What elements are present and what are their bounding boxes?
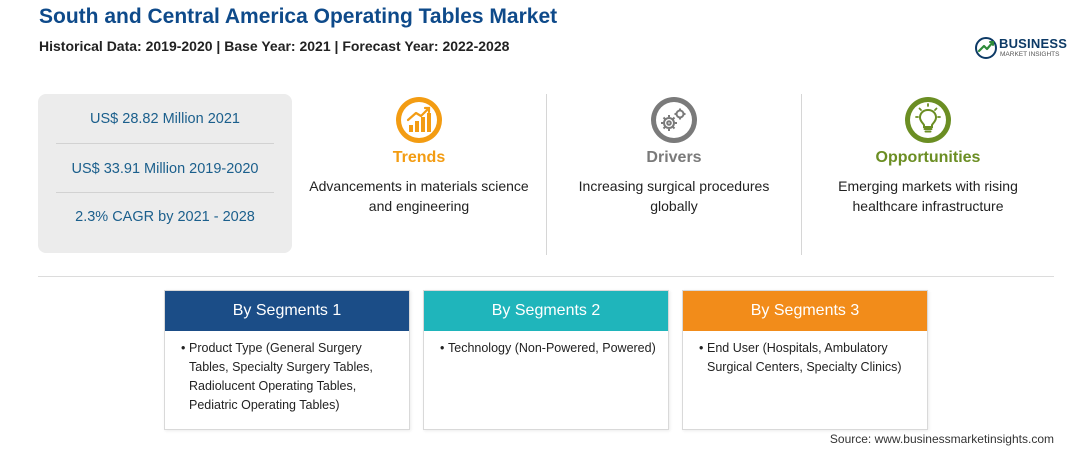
page-title: South and Central America Operating Tabl…	[39, 5, 558, 28]
bullet: •	[699, 341, 704, 355]
segment-3-text: End User (Hospitals, Ambulatory Surgical…	[707, 341, 902, 374]
bullet: •	[181, 341, 186, 355]
cagr-stat: 2.3% CAGR by 2021 - 2028	[75, 209, 255, 225]
globe-logo-icon	[975, 37, 997, 59]
segment-3-item: • End User (Hospitals, Ambulatory Surgic…	[697, 339, 921, 377]
gears-icon	[651, 97, 697, 143]
logo-tagline: MARKET INSIGHTS	[1000, 51, 1060, 58]
segment-card-3: By Segments 3 • End User (Hospitals, Amb…	[682, 290, 928, 430]
lightbulb-icon	[905, 97, 951, 143]
factor-divider	[546, 94, 547, 255]
trends-title: Trends	[392, 149, 446, 166]
stats-divider	[56, 143, 274, 144]
segment-3-header: By Segments 3	[683, 291, 927, 331]
trends-description: Advancements in materials science and en…	[309, 178, 529, 214]
segment-card-2: By Segments 2 • Technology (Non-Powered,…	[423, 290, 669, 430]
factor-divider	[801, 94, 802, 255]
opportunities-description: Emerging markets with rising healthcare …	[838, 178, 1018, 214]
drivers-factor: Drivers Increasing surgical procedures g…	[549, 95, 799, 216]
segment-1-header: By Segments 1	[165, 291, 409, 331]
section-divider	[38, 276, 1054, 277]
trends-factor: Trends Advancements in materials science…	[294, 95, 544, 216]
source-citation: Source: www.businessmarketinsights.com	[829, 432, 1054, 446]
logo-wordmark: BUSINESS	[999, 36, 1068, 51]
growth-chart-icon	[396, 97, 442, 143]
stats-divider	[56, 192, 274, 193]
segment-1-item: • Product Type (General Surgery Tables, …	[179, 339, 403, 415]
segment-2-item: • Technology (Non-Powered, Powered)	[438, 339, 662, 358]
market-size-2021: US$ 28.82 Million 2021	[90, 111, 240, 127]
brand-logo: BUSINESS MARKET INSIGHTS	[974, 35, 1068, 61]
market-stats-panel: US$ 28.82 Million 2021 US$ 33.91 Million…	[38, 94, 292, 253]
drivers-description: Increasing surgical procedures globally	[578, 178, 770, 214]
opportunities-title: Opportunities	[875, 149, 981, 166]
drivers-title: Drivers	[646, 149, 702, 166]
page-subtitle: Historical Data: 2019-2020 | Base Year: …	[39, 38, 510, 54]
segment-1-text: Product Type (General Surgery Tables, Sp…	[189, 341, 373, 412]
bullet: •	[440, 341, 445, 355]
market-size-historical: US$ 33.91 Million 2019-2020	[71, 161, 259, 177]
segment-2-header: By Segments 2	[424, 291, 668, 331]
segment-card-1: By Segments 1 • Product Type (General Su…	[164, 290, 410, 430]
opportunities-factor: Opportunities Emerging markets with risi…	[803, 95, 1053, 216]
segment-2-text: Technology (Non-Powered, Powered)	[448, 341, 656, 355]
